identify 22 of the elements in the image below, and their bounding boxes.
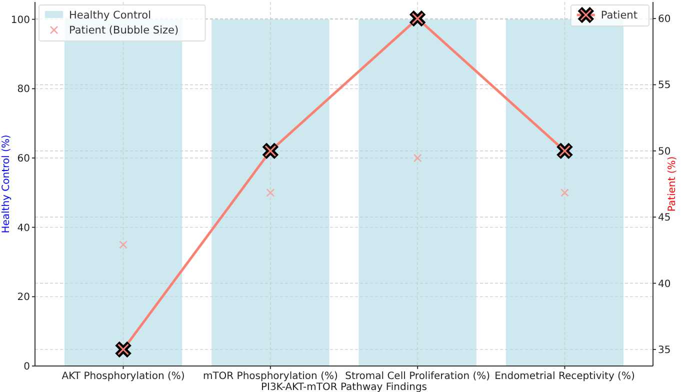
x-tick-label: AKT Phosphorylation (%)	[62, 371, 185, 382]
y2-axis-title: Patient (%)	[667, 156, 678, 212]
legend-label: Patient	[600, 10, 638, 22]
y-tick-label: 20	[17, 292, 30, 304]
x-axis-title: PI3K-AKT-mTOR Pathway Findings	[260, 382, 428, 392]
y2-tick-label: 50	[658, 146, 671, 158]
y2-tick-label: 55	[658, 80, 671, 92]
x-tick-label: Endometrial Receptivity (%)	[494, 371, 635, 382]
y2-tick-label: 45	[658, 212, 671, 224]
y2-tick-label: 60	[658, 14, 671, 26]
y-axis-title: Healthy Control (%)	[1, 134, 12, 234]
y2-tick-label: 40	[658, 278, 671, 290]
y-tick-label: 0	[24, 362, 30, 372]
x-tick-label: mTOR Phosphorylation (%)	[202, 371, 338, 382]
y2-tick-label: 35	[658, 344, 671, 356]
y-tick-label: 40	[17, 222, 30, 234]
y-tick-label: 80	[17, 84, 30, 96]
legend-label: Healthy Control	[69, 10, 151, 22]
y-tick-label: 100	[10, 14, 30, 26]
y-tick-label: 60	[17, 154, 30, 164]
legend-label: Patient (Bubble Size)	[69, 24, 179, 37]
x-tick-label: Stromal Cell Proliferation (%)	[345, 371, 490, 382]
